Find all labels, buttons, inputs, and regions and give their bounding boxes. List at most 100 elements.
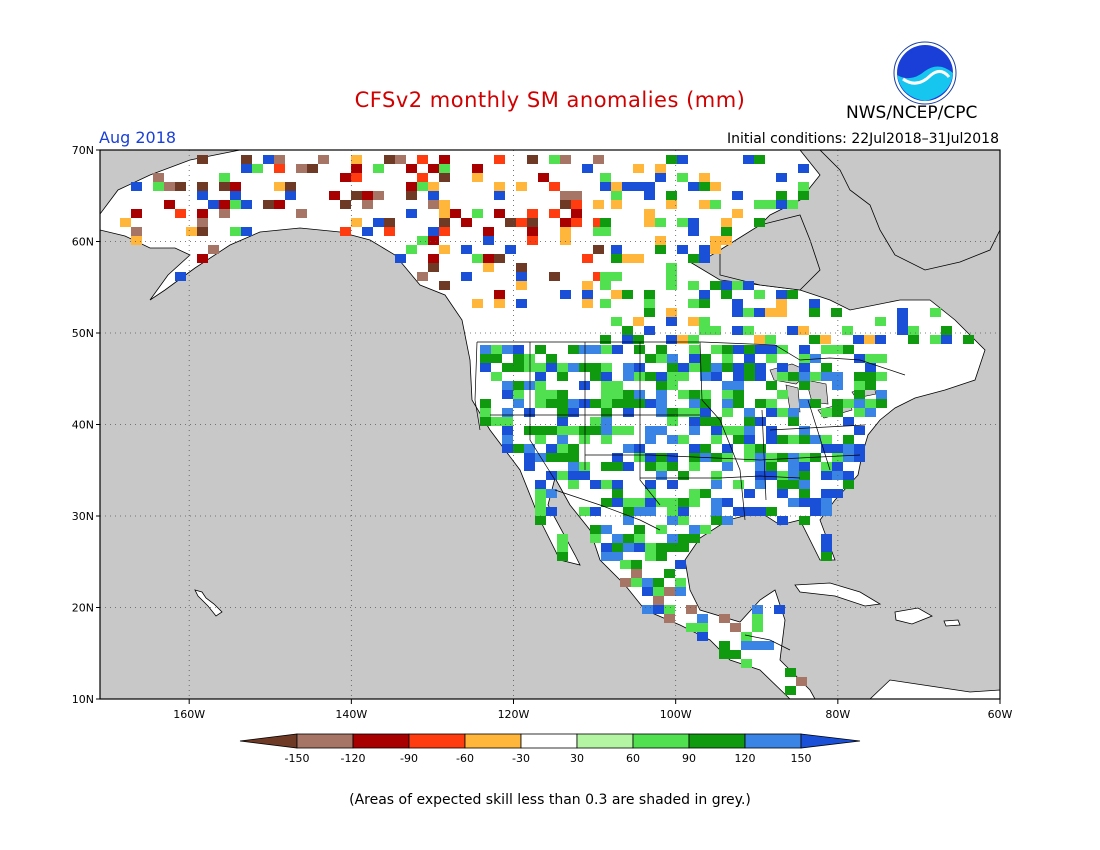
anomaly-cell <box>752 641 763 650</box>
anomaly-cell <box>633 335 644 344</box>
anomaly-cell <box>644 191 655 200</box>
agency-label: NWS/NCEP/CPC <box>846 103 978 123</box>
anomaly-cell <box>653 596 664 605</box>
anomaly-cell <box>656 408 667 417</box>
anomaly-cell <box>546 507 557 516</box>
anomaly-cell <box>612 390 623 399</box>
anomaly-cell <box>677 218 688 227</box>
anomaly-cell <box>557 417 568 426</box>
anomaly-cell <box>689 417 700 426</box>
legend-tick-label: -30 <box>512 752 530 765</box>
anomaly-cell <box>406 191 417 200</box>
anomaly-cell <box>777 471 788 480</box>
anomaly-cell <box>755 471 766 480</box>
anomaly-cell <box>787 200 798 209</box>
anomaly-cell <box>722 408 733 417</box>
anomaly-cell <box>340 227 351 236</box>
anomaly-cell <box>571 218 582 227</box>
anomaly-cell <box>666 263 677 272</box>
anomaly-cell <box>516 218 527 227</box>
anomaly-cell <box>832 399 843 408</box>
greenland <box>819 150 1000 271</box>
anomaly-cell <box>428 191 439 200</box>
anomaly-cell <box>678 471 689 480</box>
anomaly-cell <box>241 227 252 236</box>
anomaly-cell <box>743 155 754 164</box>
anomaly-cell <box>766 408 777 417</box>
anomaly-cell <box>675 578 686 587</box>
anomaly-cell <box>788 462 799 471</box>
anomaly-cell <box>655 236 666 245</box>
anomaly-cell <box>439 227 450 236</box>
legend-tick-label: -120 <box>341 752 366 765</box>
anomaly-cell <box>373 191 384 200</box>
anomaly-cell <box>582 299 593 308</box>
anomaly-cell <box>461 245 472 254</box>
anomaly-cell <box>653 578 664 587</box>
anomaly-cell <box>513 354 524 363</box>
anomaly-cell <box>634 372 645 381</box>
anomaly-cell <box>611 272 622 281</box>
legend-tick-label: 120 <box>735 752 756 765</box>
anomaly-cell <box>689 426 700 435</box>
anomaly-cell <box>733 345 744 354</box>
anomaly-cell <box>623 444 634 453</box>
legend-tick-label: 60 <box>626 752 640 765</box>
anomaly-cell <box>406 164 417 173</box>
anomaly-cell <box>752 623 763 632</box>
anomaly-cell <box>502 408 513 417</box>
anomaly-cell <box>722 516 733 525</box>
anomaly-cell <box>667 372 678 381</box>
anomaly-cell <box>642 578 653 587</box>
anomaly-cell <box>776 200 787 209</box>
anomaly-cell <box>428 164 439 173</box>
anomaly-cell <box>568 471 579 480</box>
anomaly-cell <box>600 227 611 236</box>
anomaly-cell <box>579 345 590 354</box>
anomaly-cell <box>622 290 633 299</box>
anomaly-cell <box>733 480 744 489</box>
anomaly-cell <box>843 417 854 426</box>
anomaly-cell <box>798 191 809 200</box>
anomaly-cell <box>743 308 754 317</box>
anomaly-cell <box>417 236 428 245</box>
anomaly-cell <box>480 345 491 354</box>
anomaly-cell <box>667 381 678 390</box>
anomaly-cell <box>351 164 362 173</box>
anomaly-cell <box>799 516 810 525</box>
anomaly-cell <box>689 408 700 417</box>
anomaly-cell <box>875 335 886 344</box>
anomaly-cell <box>766 354 777 363</box>
anomaly-cell <box>765 308 776 317</box>
anomaly-cell <box>799 471 810 480</box>
anomaly-cell <box>590 345 601 354</box>
anomaly-cell <box>788 408 799 417</box>
anomaly-cell <box>644 326 655 335</box>
anomaly-cell <box>799 435 810 444</box>
anomaly-cell <box>700 354 711 363</box>
anomaly-cell <box>853 335 864 344</box>
anomaly-cell <box>153 173 164 182</box>
anomaly-cell <box>754 335 765 344</box>
anomaly-cell <box>821 471 832 480</box>
anomaly-cell <box>175 182 186 191</box>
anomaly-cell <box>645 462 656 471</box>
anomaly-cell <box>689 498 700 507</box>
anomaly-cell <box>644 209 655 218</box>
anomaly-cell <box>601 372 612 381</box>
anomaly-cell <box>733 426 744 435</box>
anomaly-cell <box>754 155 765 164</box>
anomaly-cell <box>373 164 384 173</box>
anomaly-cell <box>535 390 546 399</box>
anomaly-cell <box>645 372 656 381</box>
anomaly-cell <box>666 281 677 290</box>
anomaly-cell <box>656 372 667 381</box>
anomaly-cell <box>340 200 351 209</box>
anomaly-cell <box>699 182 710 191</box>
anomaly-cell <box>494 290 505 299</box>
anomaly-cell <box>535 345 546 354</box>
anomaly-cell <box>590 417 601 426</box>
anomaly-cell <box>612 381 623 390</box>
anomaly-cell <box>777 372 788 381</box>
anomaly-cell <box>384 218 395 227</box>
